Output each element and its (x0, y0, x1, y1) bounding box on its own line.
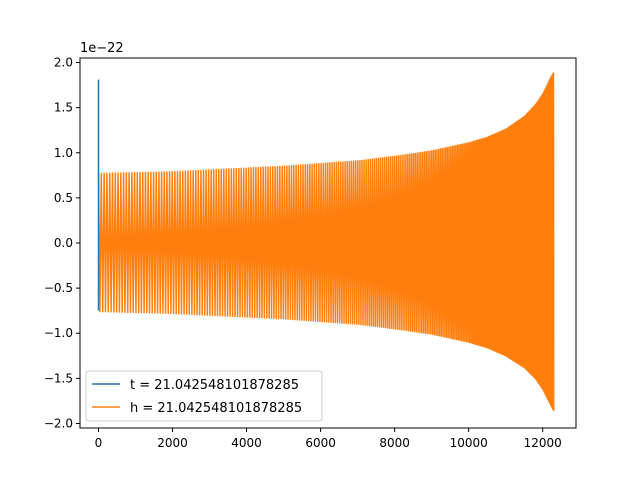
y-tick-label: 0.5 (54, 191, 73, 205)
y-tick-label: −2.0 (44, 416, 73, 430)
x-tick-label: 2000 (157, 436, 188, 450)
plot-data-layer (97, 72, 555, 411)
series-strain-line (97, 72, 555, 411)
legend-label-template: t = 21.042548101878285 (130, 378, 299, 393)
x-tick-label: 4000 (231, 436, 262, 450)
y-tick-label: 2.0 (54, 56, 73, 70)
y-tick-label: −0.5 (44, 281, 73, 295)
y-tick-label: 0.0 (54, 236, 73, 250)
y-tick-label: 1.5 (54, 101, 73, 115)
y-tick-label: 1.0 (54, 146, 73, 160)
x-tick-label: 0 (95, 436, 103, 450)
x-tick-label: 8000 (379, 436, 410, 450)
legend-box (85, 370, 323, 422)
x-axis: 0 2000 4000 6000 8000 10000 12000 (95, 428, 562, 450)
x-tick-label: 6000 (305, 436, 336, 450)
x-tick-label: 10000 (450, 436, 488, 450)
series-strain-dense-fill (527, 72, 554, 411)
y-tick-label: −1.0 (44, 326, 73, 340)
y-tick-label: −1.5 (44, 371, 73, 385)
y-axis: −2.0 −1.5 −1.0 −0.5 0.0 0.5 1.0 1.5 2.0 (44, 56, 80, 430)
legend: t = 21.042548101878285 h = 21.0425481018… (85, 370, 323, 422)
x-tick-label: 12000 (524, 436, 562, 450)
legend-label-strain: h = 21.042548101878285 (130, 401, 302, 416)
y-offset-label: 1e−22 (80, 41, 124, 56)
